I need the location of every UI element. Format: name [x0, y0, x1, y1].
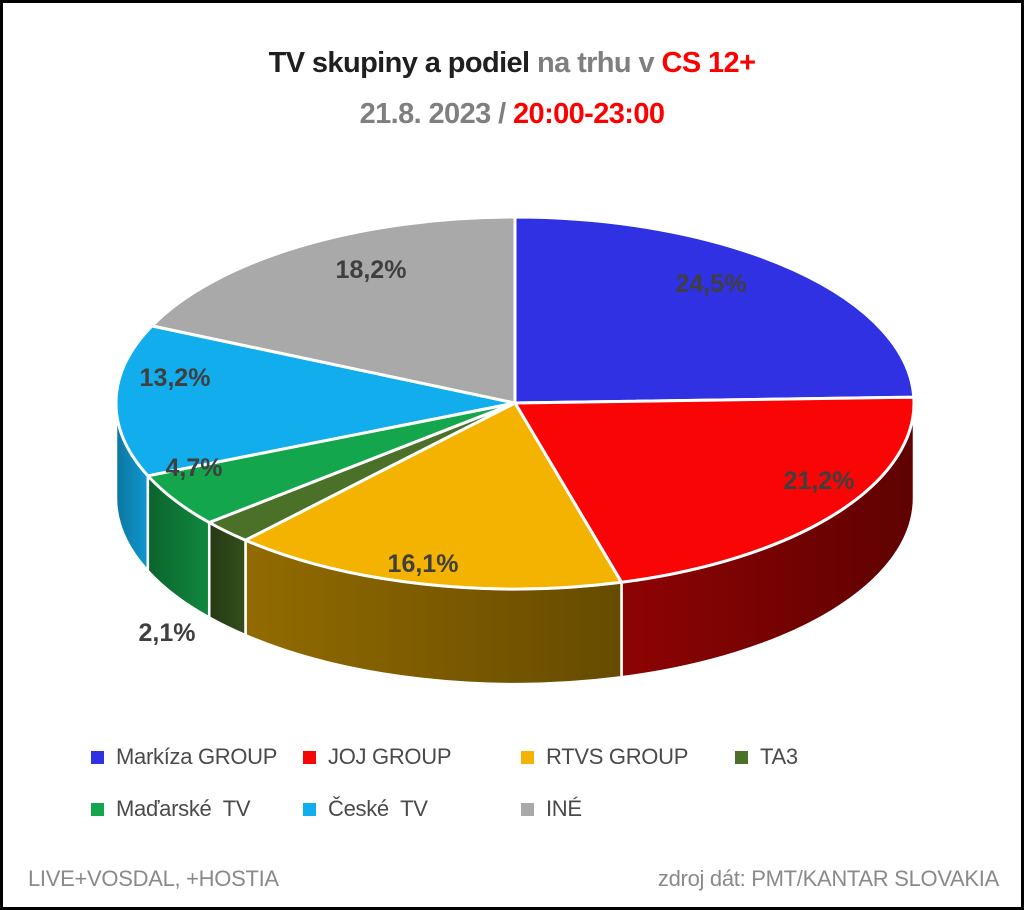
footer-source: zdroj dát: PMT/KANTAR SLOVAKIA [657, 866, 999, 891]
pie-value-label-in: 18,2% [336, 256, 407, 284]
pie-value-label-rtvs-group: 16,1% [388, 550, 459, 578]
legend-label: TA3 [760, 744, 798, 769]
legend-swatch-joj-group [303, 750, 316, 764]
pie-slice-esk-tv [114, 324, 517, 478]
subtitle-date-text: 21.8. 2023 / [359, 98, 514, 130]
pie-chart-3d: 24,5% 21,2% 16,1% 2,1% 4,7% 13,2% 18,2% [114, 215, 916, 686]
subtitle-time-text: 20:00-23:00 [513, 98, 665, 130]
legend-item-joj-group: JOJ GROUP [303, 731, 521, 783]
pie-value-label-esk-tv: 13,2% [140, 364, 211, 392]
legend-label: INÉ [546, 796, 582, 821]
pie-value-label-ma-arsk-tv: 4,7% [166, 454, 223, 482]
chart-title: TV skupiny a podiel na trhu v CS 12+ [3, 47, 1021, 80]
legend-swatch-ma-arsk-tv [91, 802, 104, 816]
legend-item-esk-tv: České TV [303, 783, 521, 835]
legend-label: České TV [328, 796, 428, 821]
legend-item-in: INÉ [521, 783, 735, 835]
legend-swatch-ta3 [735, 750, 748, 764]
title-gray-text: na trhu v [536, 47, 662, 79]
pie-slice-rtvs-group [244, 401, 623, 591]
legend-swatch-rtvs-group [521, 750, 534, 764]
legend-item-ma-arsk-tv: Maďarské TV [91, 783, 303, 835]
title-audience-text: CS 12+ [661, 47, 756, 79]
footer-note: LIVE+VOSDAL, +HOSTIA [28, 866, 279, 891]
pie-slice-joj-group [513, 395, 916, 584]
legend: Markíza GROUP JOJ GROUP RTVS GROUP TA3 Maďar… [91, 731, 798, 835]
legend-label: Maďarské TV [116, 796, 251, 821]
legend-label: JOJ GROUP [328, 744, 452, 769]
legend-item-ta3: TA3 [735, 731, 798, 783]
legend-swatch-esk-tv [303, 802, 316, 816]
chart-subtitle: 21.8. 2023 / 20:00-23:00 [3, 98, 1021, 131]
legend-label: RTVS GROUP [546, 744, 689, 769]
legend-swatch-mark-za-group [91, 750, 104, 764]
pie-value-label-joj-group: 21,2% [784, 467, 855, 495]
pie-slice-mark-za-group [513, 215, 916, 405]
legend-item-rtvs-group: RTVS GROUP [521, 731, 735, 783]
pie-slice-in [150, 215, 517, 405]
legend-swatch-in [521, 802, 534, 816]
legend-label: Markíza GROUP [116, 744, 278, 769]
pie-value-label-mark-za-group: 24,5% [676, 270, 747, 298]
legend-item-mark-za-group: Markíza GROUP [91, 731, 303, 783]
pie-value-label-ta3: 2,1% [139, 619, 196, 647]
title-main-text: TV skupiny a podiel [268, 47, 537, 79]
